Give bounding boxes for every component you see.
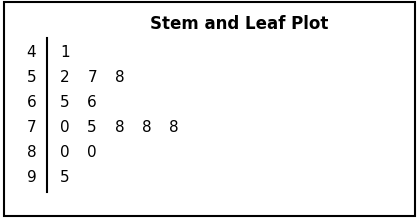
Text: 0: 0 [60,145,70,160]
Text: 2: 2 [60,70,70,85]
Text: 8: 8 [142,120,151,135]
Text: 8: 8 [27,145,36,160]
Text: 5: 5 [88,120,97,135]
Text: 9: 9 [26,170,36,185]
Text: 4: 4 [27,45,36,60]
Text: 7: 7 [88,70,97,85]
Text: 6: 6 [87,95,97,110]
Text: 5: 5 [27,70,36,85]
Text: 0: 0 [60,120,70,135]
Text: 6: 6 [26,95,36,110]
Text: 8: 8 [169,120,178,135]
FancyBboxPatch shape [4,2,415,216]
Text: Stem and Leaf Plot: Stem and Leaf Plot [150,15,328,33]
Text: 7: 7 [27,120,36,135]
Text: 8: 8 [115,70,124,85]
Text: 5: 5 [60,170,70,185]
Text: 8: 8 [115,120,124,135]
Text: 0: 0 [88,145,97,160]
Text: 5: 5 [60,95,70,110]
Text: 1: 1 [60,45,70,60]
